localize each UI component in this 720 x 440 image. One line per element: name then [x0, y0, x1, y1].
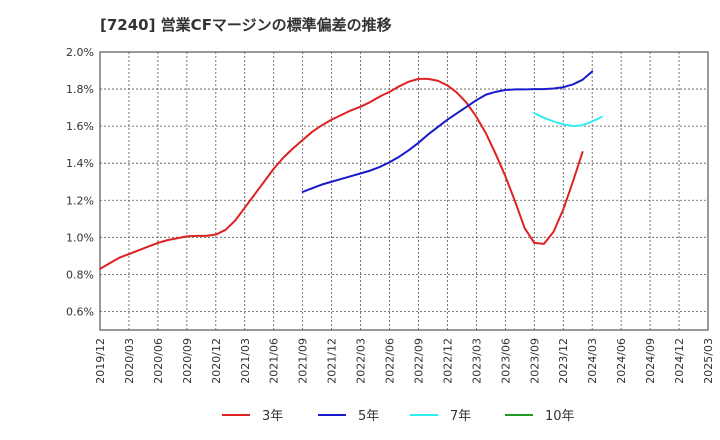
- x-tick-label: 2023/09: [528, 338, 541, 384]
- plot-area: [99, 51, 709, 331]
- legend-label: 5年: [358, 409, 379, 424]
- x-tick-label: 2023/03: [470, 338, 483, 384]
- legend-item-1: 5年: [318, 409, 379, 424]
- x-tick-label: 2021/12: [326, 338, 339, 384]
- series-layer: [99, 70, 603, 270]
- x-axis: 2019/12 2020/03 2020/06 2020/09 2020/12 2021/…: [94, 338, 715, 384]
- x-tick-label: 2020/06: [152, 338, 165, 384]
- y-tick-label: 1.8%: [66, 83, 94, 96]
- x-tick-label: 2023/06: [499, 338, 512, 384]
- x-tick-label: 2022/03: [355, 338, 368, 384]
- x-tick-label: 2020/09: [181, 338, 194, 384]
- x-tick-label: 2024/03: [586, 338, 599, 384]
- legend-label: 7年: [450, 409, 471, 424]
- y-tick-label: 2.0%: [66, 46, 94, 59]
- x-tick-label: 2021/03: [239, 338, 252, 384]
- y-tick-label: 1.0%: [66, 231, 94, 244]
- x-tick-label: 2022/09: [412, 338, 425, 384]
- legend-item-3: 10年: [505, 409, 575, 424]
- chart-title: [7240] 営業CFマージンの標準偏差の推移: [100, 16, 392, 34]
- y-axis: 2.0% 1.8% 1.6% 1.4% 1.2% 1.0% 0.8% 0.6%: [66, 46, 94, 318]
- x-tick-label: 2021/06: [268, 338, 281, 384]
- y-tick-label: 1.2%: [66, 194, 94, 207]
- y-tick-label: 0.6%: [66, 305, 94, 318]
- x-tick-label: 2024/09: [644, 338, 657, 384]
- y-tick-label: 0.8%: [66, 268, 94, 281]
- x-tick-label: 2021/09: [297, 338, 310, 384]
- y-tick-label: 1.4%: [66, 157, 94, 170]
- x-tick-label: 2019/12: [94, 338, 107, 384]
- legend-item-0: 3年: [222, 409, 283, 424]
- x-tick-label: 2025/03: [702, 338, 715, 384]
- x-tick-label: 2022/12: [441, 338, 454, 384]
- legend-label: 3年: [262, 409, 283, 424]
- x-tick-label: 2024/06: [615, 338, 628, 384]
- plot-frame: [99, 51, 709, 331]
- x-tick-label: 2022/06: [384, 338, 397, 384]
- x-tick-label: 2024/12: [673, 338, 686, 384]
- series-line-2: [533, 112, 603, 128]
- legend: 3年 5年 7年 10年: [222, 409, 575, 424]
- series-line-1: [301, 70, 594, 193]
- x-tick-label: 2020/12: [210, 338, 223, 384]
- series-line-0: [99, 77, 584, 270]
- y-tick-label: 1.6%: [66, 120, 94, 133]
- legend-label: 10年: [545, 409, 575, 424]
- x-tick-label: 2023/12: [557, 338, 570, 384]
- x-tick-label: 2020/03: [123, 338, 136, 384]
- legend-item-2: 7年: [410, 409, 471, 424]
